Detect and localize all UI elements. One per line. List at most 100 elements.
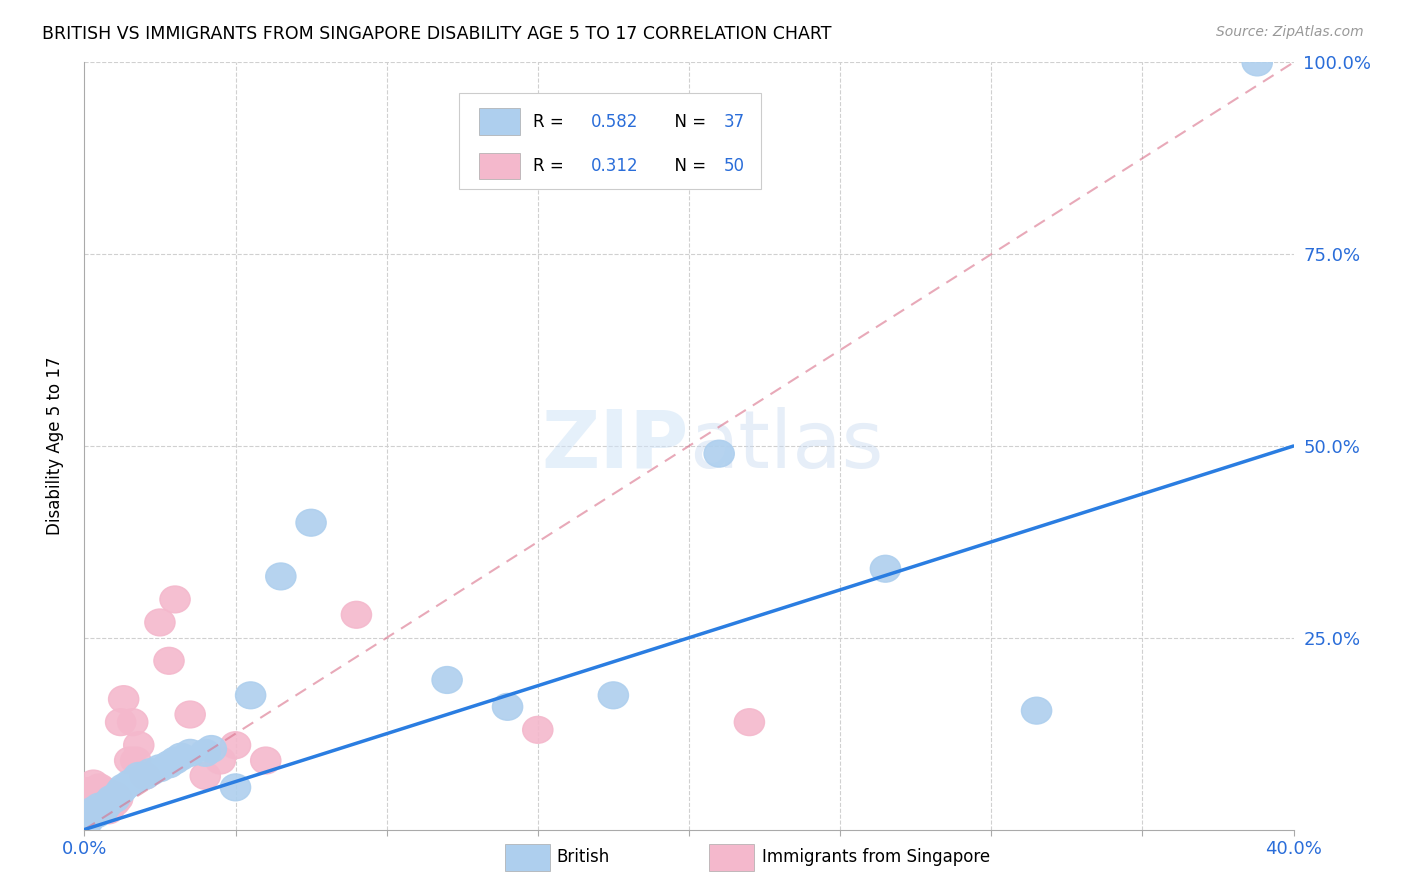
Ellipse shape <box>93 789 124 816</box>
Ellipse shape <box>118 709 148 736</box>
Ellipse shape <box>342 601 371 628</box>
Ellipse shape <box>76 801 105 828</box>
Ellipse shape <box>87 786 118 813</box>
Ellipse shape <box>108 774 139 801</box>
Ellipse shape <box>84 781 115 808</box>
Ellipse shape <box>93 789 124 816</box>
Ellipse shape <box>84 789 115 816</box>
Ellipse shape <box>108 686 139 713</box>
Ellipse shape <box>79 793 108 820</box>
Ellipse shape <box>100 781 129 808</box>
Ellipse shape <box>97 786 127 813</box>
Ellipse shape <box>145 755 174 781</box>
Ellipse shape <box>97 789 127 816</box>
Ellipse shape <box>72 786 103 813</box>
Ellipse shape <box>492 693 523 720</box>
Ellipse shape <box>124 731 153 758</box>
Ellipse shape <box>160 586 190 613</box>
Ellipse shape <box>197 736 226 763</box>
Text: atlas: atlas <box>689 407 883 485</box>
Ellipse shape <box>734 709 765 736</box>
Ellipse shape <box>121 766 150 793</box>
Ellipse shape <box>100 789 129 816</box>
Ellipse shape <box>79 801 108 828</box>
Ellipse shape <box>160 747 190 774</box>
Text: R =: R = <box>533 157 569 175</box>
Ellipse shape <box>100 786 129 813</box>
Ellipse shape <box>93 797 124 824</box>
Ellipse shape <box>87 793 118 820</box>
Ellipse shape <box>599 681 628 709</box>
Ellipse shape <box>87 797 118 824</box>
Ellipse shape <box>82 789 111 816</box>
Ellipse shape <box>84 793 115 820</box>
Ellipse shape <box>84 797 115 824</box>
Ellipse shape <box>76 778 105 805</box>
Ellipse shape <box>153 648 184 674</box>
Ellipse shape <box>79 797 108 824</box>
Ellipse shape <box>266 563 297 590</box>
Text: 37: 37 <box>724 112 745 130</box>
Ellipse shape <box>90 793 121 820</box>
Ellipse shape <box>105 778 136 805</box>
Ellipse shape <box>1022 698 1052 724</box>
Ellipse shape <box>76 786 105 813</box>
Ellipse shape <box>84 797 115 824</box>
Ellipse shape <box>124 763 153 789</box>
Ellipse shape <box>432 666 463 693</box>
FancyBboxPatch shape <box>478 109 520 135</box>
Ellipse shape <box>87 778 118 805</box>
Ellipse shape <box>82 797 111 824</box>
Ellipse shape <box>250 747 281 774</box>
Text: Source: ZipAtlas.com: Source: ZipAtlas.com <box>1216 25 1364 39</box>
Ellipse shape <box>145 609 174 636</box>
Ellipse shape <box>79 786 108 813</box>
Ellipse shape <box>79 797 108 824</box>
FancyBboxPatch shape <box>478 153 520 179</box>
Ellipse shape <box>90 786 121 813</box>
Ellipse shape <box>129 763 160 789</box>
Ellipse shape <box>103 786 132 813</box>
Ellipse shape <box>115 770 145 797</box>
Ellipse shape <box>79 770 108 797</box>
Ellipse shape <box>1241 49 1272 76</box>
Ellipse shape <box>205 747 236 774</box>
Text: 0.312: 0.312 <box>591 157 638 175</box>
Ellipse shape <box>72 778 103 805</box>
Ellipse shape <box>76 793 105 820</box>
FancyBboxPatch shape <box>460 93 762 189</box>
Ellipse shape <box>72 808 103 835</box>
Text: Immigrants from Singapore: Immigrants from Singapore <box>762 848 990 866</box>
Ellipse shape <box>295 509 326 536</box>
Ellipse shape <box>221 774 250 801</box>
Ellipse shape <box>236 681 266 709</box>
Ellipse shape <box>105 709 136 736</box>
Ellipse shape <box>129 763 160 789</box>
Ellipse shape <box>79 778 108 805</box>
Ellipse shape <box>153 751 184 778</box>
Ellipse shape <box>90 793 121 820</box>
Ellipse shape <box>90 778 121 805</box>
Ellipse shape <box>523 716 553 743</box>
Text: BRITISH VS IMMIGRANTS FROM SINGAPORE DISABILITY AGE 5 TO 17 CORRELATION CHART: BRITISH VS IMMIGRANTS FROM SINGAPORE DIS… <box>42 25 832 43</box>
Text: 50: 50 <box>724 157 745 175</box>
Ellipse shape <box>176 739 205 766</box>
Ellipse shape <box>166 743 197 770</box>
Ellipse shape <box>115 747 145 774</box>
Y-axis label: Disability Age 5 to 17: Disability Age 5 to 17 <box>45 357 63 535</box>
Text: N =: N = <box>664 112 711 130</box>
Ellipse shape <box>221 731 250 758</box>
Ellipse shape <box>82 801 111 828</box>
Text: R =: R = <box>533 112 569 130</box>
Ellipse shape <box>93 781 124 808</box>
Text: British: British <box>557 848 610 866</box>
Text: 0.582: 0.582 <box>591 112 638 130</box>
Ellipse shape <box>704 441 734 467</box>
Ellipse shape <box>121 747 150 774</box>
Text: ZIP: ZIP <box>541 407 689 485</box>
Ellipse shape <box>97 781 127 808</box>
Ellipse shape <box>870 556 901 582</box>
Ellipse shape <box>176 701 205 728</box>
Ellipse shape <box>84 774 115 801</box>
Ellipse shape <box>190 739 221 766</box>
